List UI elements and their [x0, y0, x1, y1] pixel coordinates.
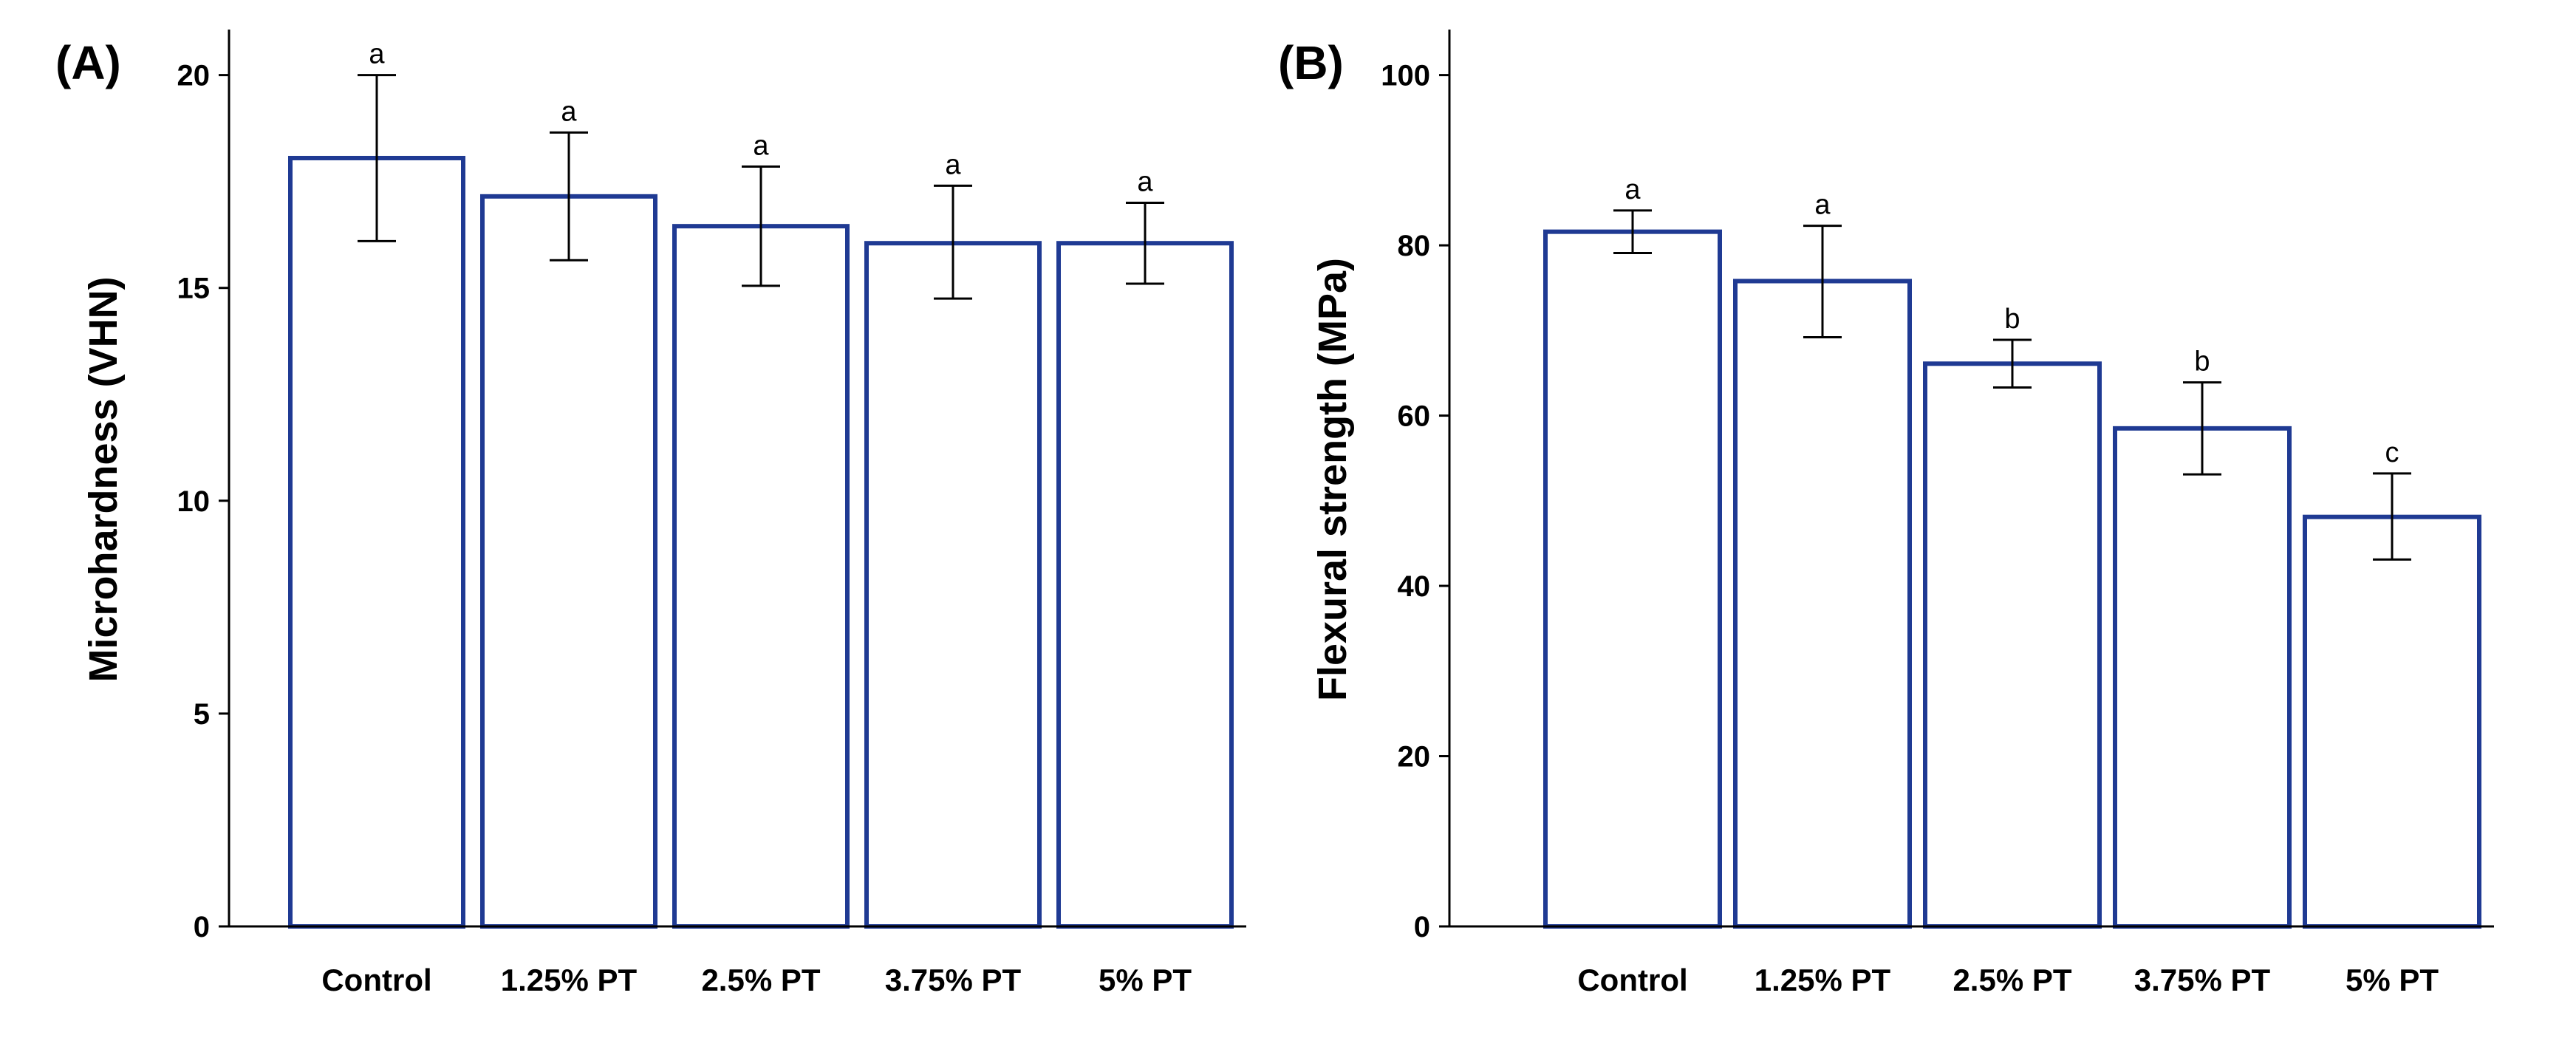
y-tick-label: 0: [194, 911, 210, 943]
significance-label: c: [2385, 437, 2399, 468]
y-axis-title: Microhardness (VHN): [81, 276, 126, 682]
bar: [288, 155, 465, 929]
x-tick-label: 3.75% PT: [2134, 963, 2271, 997]
bar: [2303, 514, 2481, 929]
x-tick-label: 1.25% PT: [1755, 963, 1891, 997]
significance-label: a: [753, 131, 769, 162]
significance-label: b: [2004, 304, 2020, 335]
y-tick-label: 15: [177, 273, 211, 305]
significance-label: b: [2194, 346, 2210, 378]
y-tick-label: 10: [177, 485, 211, 518]
y-tick-label: 100: [1381, 60, 1430, 92]
significance-label: a: [1137, 166, 1153, 197]
x-tick-label: 2.5% PT: [1953, 963, 2071, 997]
bar: [2113, 426, 2292, 929]
x-tick-label: 5% PT: [2346, 963, 2439, 997]
x-tick-label: 5% PT: [1099, 963, 1192, 997]
y-tick-label: 5: [194, 698, 210, 731]
panel-label: (A): [55, 36, 121, 89]
y-tick-label: 40: [1398, 570, 1431, 603]
bar: [1923, 361, 2102, 929]
significance-label: a: [945, 149, 961, 180]
significance-label: a: [369, 39, 385, 70]
bar: [672, 224, 850, 929]
x-tick-label: 3.75% PT: [885, 963, 1022, 997]
y-axis-title: Flexural strength (MPa): [1311, 258, 1355, 701]
y-tick-label: 20: [1398, 741, 1431, 773]
x-tick-label: 1.25% PT: [501, 963, 638, 997]
y-tick-label: 20: [177, 60, 211, 92]
bar: [1733, 279, 1912, 929]
panel-a: (A) 0 5 10 15 20 Microhardness (VHN) a Control a 1…: [55, 30, 1246, 997]
x-tick-label: Control: [1577, 963, 1687, 997]
panel-label: (B): [1278, 36, 1344, 89]
bar: [864, 241, 1042, 929]
y-tick-label: 80: [1398, 230, 1431, 262]
y-tick-label: 0: [1414, 911, 1430, 943]
x-tick-label: 2.5% PT: [701, 963, 820, 997]
bar: [1056, 241, 1234, 929]
bar: [480, 194, 657, 929]
significance-label: a: [561, 96, 577, 127]
significance-label: a: [1814, 190, 1831, 221]
bar: [1543, 229, 1722, 929]
significance-label: a: [1624, 174, 1641, 205]
panel-b: (B) 0 20 40 60 80 100 Flexural strength (MPa) a C…: [1278, 30, 2494, 997]
x-tick-label: Control: [321, 963, 431, 997]
y-tick-label: 60: [1398, 400, 1431, 433]
